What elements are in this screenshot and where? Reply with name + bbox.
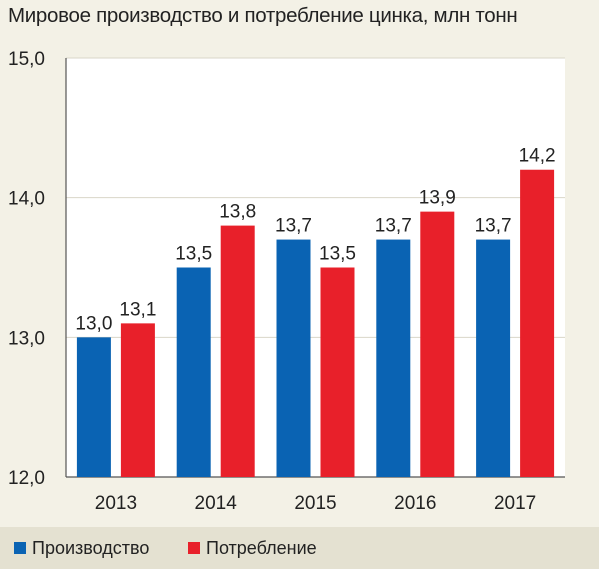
bar-consumption-2017 [520, 169, 555, 477]
data-label-consumption-2015: 13,5 [319, 244, 356, 265]
bar-production-2014 [176, 267, 211, 477]
data-label-production-2014: 13,5 [175, 244, 212, 265]
bar-production-2017 [476, 239, 511, 477]
data-label-production-2016: 13,7 [375, 216, 412, 237]
bar-chart: 12,0 13,0 14,0 15,0 13,0 13,1 2013 13,5 13,8 2014… [8, 49, 565, 514]
bar-consumption-2013 [120, 323, 155, 477]
bar-production-2013 [76, 337, 111, 477]
bar-production-2016 [376, 239, 411, 477]
x-tick-label: 2014 [195, 493, 238, 514]
data-label-consumption-2013: 13,1 [119, 299, 156, 320]
legend-item-production: Производство [14, 527, 149, 569]
data-label-production-2017: 13,7 [475, 216, 512, 237]
x-tick-label: 2017 [494, 493, 536, 514]
bar-consumption-2016 [420, 211, 455, 477]
data-label-consumption-2017: 14,2 [519, 146, 556, 167]
legend-item-consumption: Потребление [188, 527, 317, 569]
data-label-production-2013: 13,0 [75, 313, 112, 334]
legend-label-consumption: Потребление [206, 537, 317, 558]
legend-label-production: Производство [32, 537, 150, 558]
x-tick-label: 2015 [294, 493, 336, 514]
bar-production-2015 [276, 239, 311, 477]
x-tick-label: 2013 [95, 493, 137, 514]
legend-swatch-production [14, 542, 26, 554]
data-label-consumption-2016: 13,9 [419, 188, 456, 209]
y-tick-label: 14,0 [8, 189, 45, 210]
chart-title: Мировое производство и потребление цинка… [8, 4, 518, 27]
x-tick-label: 2016 [394, 493, 436, 514]
data-label-consumption-2014: 13,8 [219, 202, 256, 223]
legend: Производство Потребление [0, 527, 599, 569]
legend-swatch-consumption [188, 542, 200, 554]
bar-consumption-2014 [220, 225, 255, 477]
y-tick-label: 15,0 [8, 49, 45, 70]
data-label-production-2015: 13,7 [275, 216, 312, 237]
y-tick-label: 13,0 [8, 328, 45, 349]
bar-consumption-2015 [320, 267, 355, 477]
y-tick-label: 12,0 [8, 468, 45, 489]
